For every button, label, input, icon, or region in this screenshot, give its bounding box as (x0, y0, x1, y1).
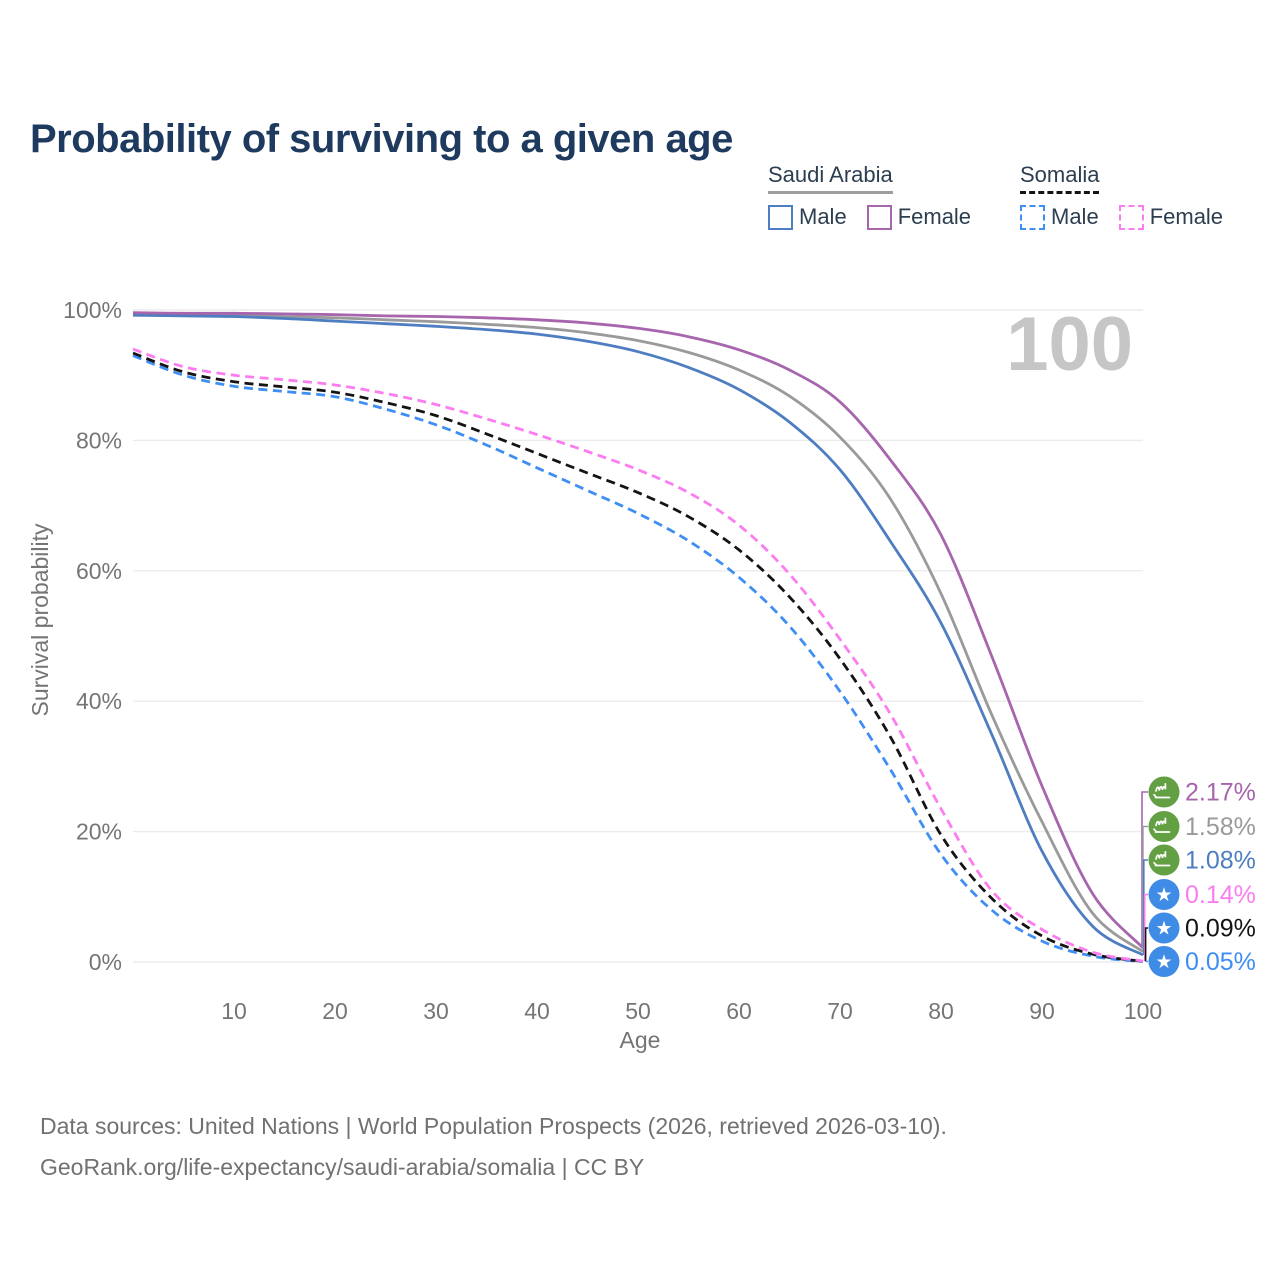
sword-icon (1153, 793, 1171, 799)
end-label-connector (1141, 791, 1148, 948)
legend-item-saudi-female[interactable]: Female (866, 204, 972, 230)
y-tick-label: 60% (76, 558, 122, 584)
end-label-value: 1.58% (1185, 813, 1256, 841)
legend-items-saudi-arabia: Male Female (768, 204, 991, 230)
legend-item-somalia-male[interactable]: Male (1020, 204, 1099, 230)
somalia-female-swatch (1118, 204, 1144, 230)
shahada-script-icon (1155, 850, 1167, 860)
star-icon: ★ (1155, 952, 1172, 973)
series-line-saudi-arabia-female[interactable] (132, 311, 1145, 949)
saudi-arabia-flag-icon (1148, 811, 1180, 842)
end-label-connector (1142, 825, 1148, 952)
end-label-value: 2.17% (1185, 779, 1256, 807)
legend-label: Male (1051, 204, 1099, 229)
x-tick-label: 40 (524, 998, 550, 1024)
footer-attribution: GeoRank.org/life-expectancy/saudi-arabia… (40, 1154, 645, 1180)
page-title: Probability of surviving to a given age (30, 116, 733, 161)
x-tick-label: 100 (1124, 998, 1162, 1024)
sword-icon (1153, 861, 1171, 867)
star-icon: ★ (1155, 919, 1172, 940)
series-line-somalia-both-sexes[interactable] (132, 351, 1144, 963)
legend-item-saudi-male[interactable]: Male (768, 204, 847, 230)
x-tick-label: 20 (322, 998, 348, 1024)
x-tick-label: 90 (1029, 998, 1055, 1024)
somalia-flag-icon (1148, 879, 1180, 910)
series-line-somalia-male[interactable] (132, 354, 1144, 964)
end-label-value: 0.05% (1185, 948, 1256, 976)
end-label-connector (1143, 859, 1148, 955)
somalia-male-swatch (1020, 204, 1045, 230)
shahada-script-icon (1155, 782, 1167, 792)
series-line-saudi-arabia-both-sexes[interactable] (132, 312, 1144, 953)
y-tick-label: 100% (63, 297, 122, 323)
y-axis-title: Survival probability (27, 523, 53, 717)
saudi-arabia-flag-icon (1148, 844, 1180, 876)
y-tick-label: 0% (89, 949, 122, 975)
legend-label: Female (897, 204, 972, 229)
end-label-connector (1143, 893, 1148, 962)
x-tick-label: 80 (928, 998, 954, 1024)
series-line-saudi-arabia-male[interactable] (132, 313, 1144, 957)
legend-group-somalia: Somalia (1020, 162, 1100, 194)
legend-group-saudi-arabia: Saudi Arabia (768, 162, 893, 194)
end-label-value: 0.14% (1185, 881, 1256, 909)
x-tick-label: 10 (221, 998, 247, 1024)
x-tick-label: 30 (423, 998, 449, 1024)
series-line-somalia-female[interactable] (132, 347, 1144, 963)
shahada-script-icon (1155, 817, 1167, 827)
footer: Data sources: United Nations | World Pop… (40, 1106, 947, 1188)
saudi-female-swatch (866, 204, 892, 230)
legend-item-somalia-female[interactable]: Female (1118, 204, 1224, 230)
end-label-value: 1.08% (1185, 847, 1256, 875)
chart-watermark-age: 100 (1006, 302, 1133, 387)
x-axis-title: Age (620, 1027, 661, 1053)
legend-items-somalia: Male Female (1020, 204, 1243, 230)
somalia-flag-icon (1148, 946, 1180, 977)
x-tick-label: 70 (827, 998, 853, 1024)
y-tick-label: 20% (76, 819, 122, 845)
end-label-connector (1144, 927, 1148, 962)
sword-icon (1153, 828, 1171, 833)
saudi-arabia-flag-icon (1148, 776, 1180, 808)
x-tick-label: 60 (726, 998, 752, 1024)
y-tick-label: 40% (76, 688, 122, 714)
star-icon: ★ (1155, 885, 1172, 906)
legend-label: Male (799, 204, 847, 229)
y-tick-label: 80% (76, 427, 122, 453)
footer-data-sources: Data sources: United Nations | World Pop… (40, 1113, 947, 1139)
legend-label: Female (1149, 204, 1224, 229)
x-tick-label: 50 (625, 998, 651, 1024)
end-label-value: 0.09% (1185, 915, 1256, 943)
somalia-flag-icon (1148, 912, 1180, 944)
saudi-male-swatch (768, 204, 793, 230)
